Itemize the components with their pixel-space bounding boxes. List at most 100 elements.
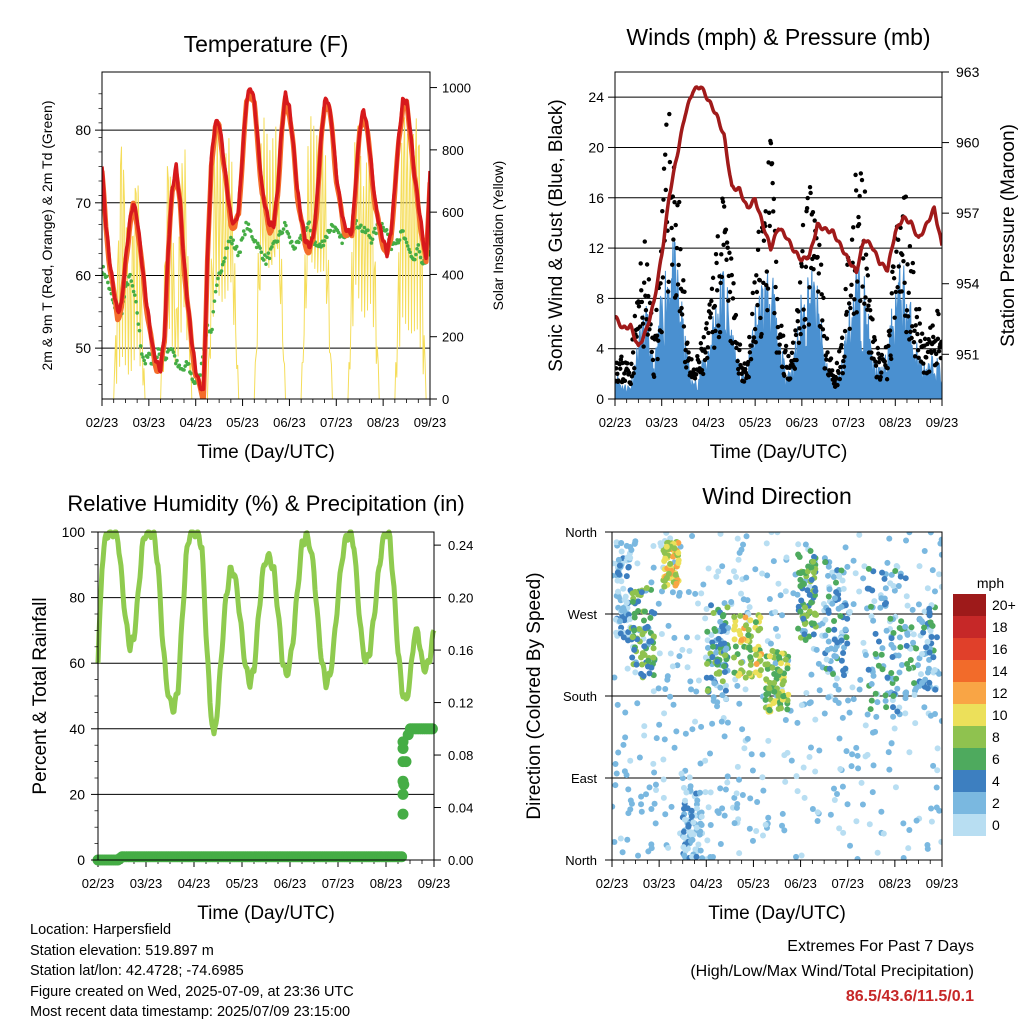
direction-point <box>734 535 741 542</box>
gust-point <box>679 312 685 317</box>
direction-point <box>875 638 882 645</box>
direction-point <box>878 595 885 602</box>
direction-point <box>643 791 650 798</box>
direction-point <box>881 575 888 582</box>
direction-point <box>928 805 935 812</box>
direction-point <box>926 609 933 616</box>
direction-point <box>731 626 738 633</box>
direction-point <box>890 629 897 636</box>
gust-point <box>703 326 709 331</box>
direction-point <box>612 782 619 789</box>
gust-point <box>641 344 646 349</box>
wind-ytick-label: 4 <box>596 341 604 357</box>
direction-point <box>868 681 875 688</box>
gust-point <box>632 313 638 319</box>
gust-point <box>930 323 935 328</box>
gust-point <box>896 237 901 243</box>
temperature-xtick-label: 03/23 <box>133 415 166 430</box>
temperature-xtick-label: 04/23 <box>179 415 212 430</box>
speed-legend-swatch <box>953 660 986 682</box>
direction-point <box>631 614 638 621</box>
gust-point <box>769 161 775 166</box>
direction-point <box>924 585 931 592</box>
humidity-title: Relative Humidity (%) & Precipitation (i… <box>67 491 464 516</box>
speed-legend-swatch <box>953 682 986 704</box>
gust-point <box>790 340 796 345</box>
direction-point <box>883 704 890 711</box>
gust-point <box>869 350 874 355</box>
direction-point <box>833 589 840 596</box>
direction-point <box>796 553 803 560</box>
gust-point <box>908 329 913 335</box>
gust-point <box>669 225 674 231</box>
precip-point <box>397 808 409 820</box>
gust-point <box>625 361 630 366</box>
gust-point <box>651 374 657 380</box>
gust-point <box>786 353 791 359</box>
direction-point <box>834 790 841 797</box>
direction-point <box>879 645 886 652</box>
gust-point <box>906 290 911 296</box>
gust-point <box>628 381 633 387</box>
direction-point <box>638 654 645 661</box>
gust-point <box>879 370 884 375</box>
rh-ytick-label: 60 <box>69 655 85 671</box>
direction-point <box>838 637 845 644</box>
gust-point <box>745 359 751 365</box>
dewpoint-point <box>129 279 134 283</box>
gust-point <box>737 347 742 353</box>
direction-point <box>704 637 711 644</box>
direction-point <box>825 694 832 701</box>
direction-point <box>718 718 725 725</box>
gust-point <box>856 214 861 220</box>
gust-point <box>891 264 896 269</box>
direction-point <box>680 844 687 851</box>
direction-point <box>650 760 657 767</box>
dewpoint-point <box>289 239 294 244</box>
gust-point <box>632 365 637 371</box>
direction-point <box>719 692 726 699</box>
gust-point <box>915 347 921 353</box>
dewpoint-point <box>131 289 136 294</box>
direction-point <box>709 654 716 661</box>
gust-point <box>755 302 760 308</box>
direction-point <box>687 838 694 845</box>
direction-point <box>782 588 789 595</box>
winds-xtick-label: 03/23 <box>645 415 678 430</box>
gust-point <box>768 141 774 146</box>
direction-point <box>625 628 632 635</box>
precip-point <box>396 851 408 863</box>
speed-legend-swatch <box>953 726 986 748</box>
gust-point <box>792 366 798 371</box>
direction-point <box>903 642 910 649</box>
gust-point <box>936 311 941 317</box>
direction-point <box>715 809 722 816</box>
direction-point <box>888 670 895 677</box>
direction-point <box>759 774 766 781</box>
dewpoint-point <box>177 363 182 368</box>
dewpoint-point <box>405 244 410 248</box>
gust-point <box>655 356 660 362</box>
direction-point <box>870 568 877 575</box>
direction-point <box>767 640 774 647</box>
direction-point <box>847 842 854 849</box>
direction-point <box>782 656 789 663</box>
direction-point <box>824 646 831 653</box>
gust-point <box>646 277 652 282</box>
direction-point <box>614 701 621 708</box>
direction-point <box>779 612 786 619</box>
dewpoint-point <box>141 355 145 359</box>
direction-point <box>733 790 740 797</box>
dewpoint-point <box>293 246 298 250</box>
direction-point <box>623 573 630 580</box>
direction-point <box>746 644 753 651</box>
direction-point <box>698 723 705 730</box>
direction-point <box>692 590 699 597</box>
gust-point <box>816 271 821 276</box>
direction-point <box>811 553 818 560</box>
gust-point <box>863 252 869 257</box>
dewpoint-point <box>408 250 412 255</box>
direction-point <box>826 665 833 672</box>
direction-point <box>771 688 778 695</box>
gust-point <box>858 171 864 176</box>
